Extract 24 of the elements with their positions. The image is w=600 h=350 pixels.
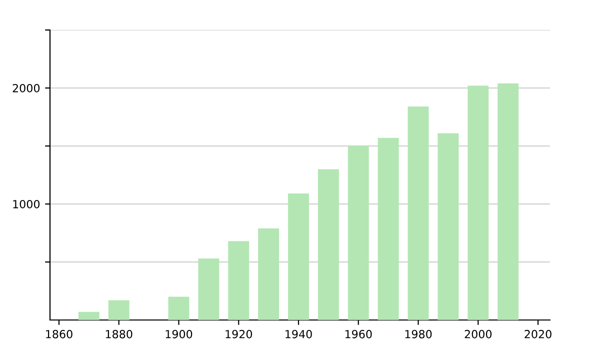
bar	[168, 296, 190, 320]
x-tick-label: 1880	[106, 330, 132, 338]
bar	[318, 169, 339, 320]
x-tick-label: 1920	[226, 330, 252, 338]
bar	[78, 312, 100, 320]
bar	[348, 146, 369, 320]
bar	[288, 194, 309, 320]
bar	[378, 138, 399, 320]
bar	[228, 241, 250, 320]
x-tick-label: 1960	[345, 330, 372, 338]
bar	[498, 83, 519, 320]
x-tick-label: 2000	[464, 330, 492, 338]
bar	[198, 258, 220, 320]
bar	[258, 228, 280, 320]
bar	[438, 133, 459, 320]
x-tick-label: 1860	[46, 330, 72, 338]
y-tick-label: 1000	[13, 200, 40, 208]
x-tick-label: 2020	[524, 330, 552, 338]
x-tick-label: 1980	[405, 330, 432, 338]
bar	[108, 300, 130, 320]
x-tick-label: 1940	[286, 330, 312, 338]
bar	[468, 86, 489, 320]
x-tick-label: 1900	[166, 330, 192, 338]
bar	[408, 106, 429, 320]
